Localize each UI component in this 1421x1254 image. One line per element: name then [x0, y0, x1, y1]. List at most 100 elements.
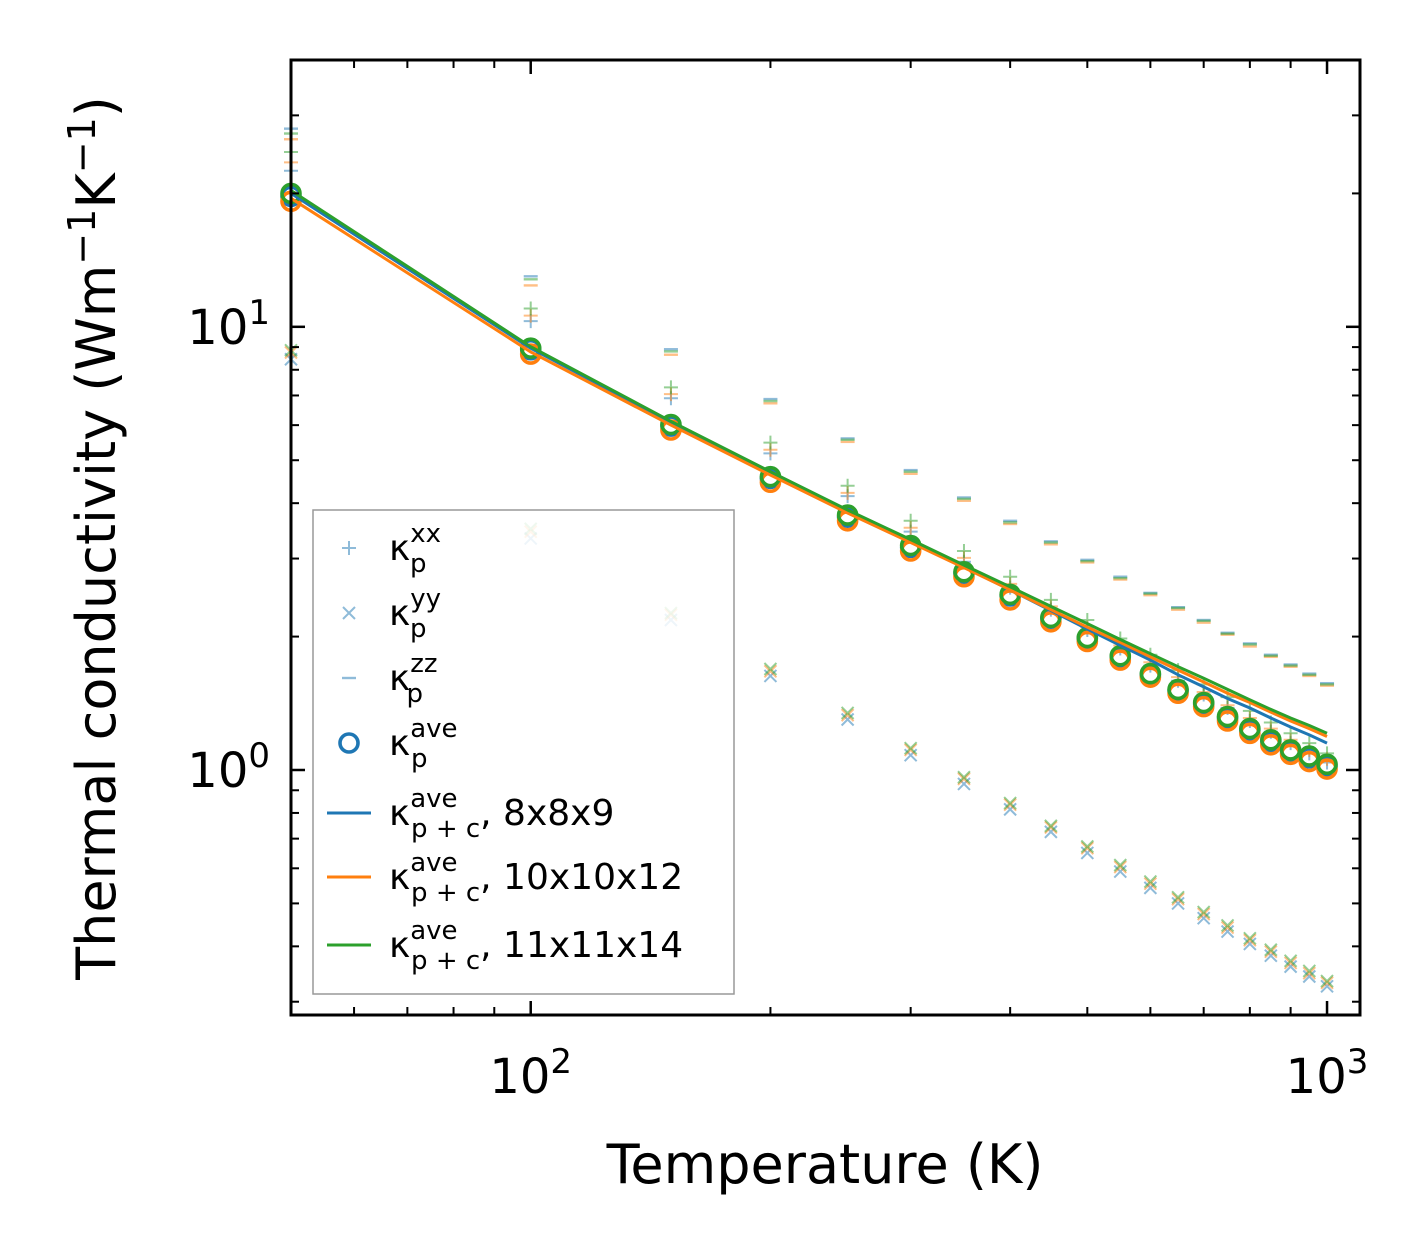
kappa_p_yy-point-10x10x12-250K: [840, 708, 855, 722]
y-tick-label: 100: [187, 736, 270, 799]
kappa_p_yy-point-11x11x14-700K: [1196, 905, 1211, 919]
legend-marker-circle: [338, 732, 360, 754]
legend-label: κyy p: [389, 584, 441, 644]
kappa_p_xx-point-11x11x14-250K: [840, 478, 855, 493]
kappa_p_yy-point-10x10x12-600K: [1143, 876, 1158, 891]
legend-marker-plus: [342, 541, 356, 555]
kappa_p_yy-point-10x10x12-900K: [1283, 956, 1298, 970]
legend-subscript: p: [410, 614, 427, 644]
kappa_p_yy-point-11x11x14-550K: [1113, 858, 1127, 872]
series-kappa_p_ave-11x11x14: [280, 182, 1338, 776]
plot-frame: [289, 58, 1362, 1017]
kappa_p_yy-point-11x11x14-400K: [1003, 796, 1017, 810]
legend-entry-2: κyy p: [342, 584, 441, 644]
kappa_p_yy-point-8x8x9-250K: [840, 712, 855, 727]
legend-symbol: κ: [389, 528, 410, 569]
legend-entry-6: κave p + c, 10x10x12: [327, 848, 683, 908]
kappa_p_ave-point-11x11x14-700K: [1192, 691, 1215, 714]
kappa_p_yy-point-11x11x14-750K: [1220, 918, 1235, 933]
kappa_p_yy-point-8x8x9-700K: [1196, 911, 1211, 925]
kappa_p_yy-point-10x10x12-200K: [763, 664, 778, 678]
kappa_pc_ave-line-10x10x12: [290, 197, 1328, 738]
legend-symbol: κ: [389, 793, 410, 834]
legend-label: κave p + c, 11x11x14: [389, 916, 683, 976]
legend-tail: , 10x10x12: [480, 857, 683, 898]
kappa_p_yy-point-8x8x9-850K: [1264, 949, 1278, 963]
kappa_p_ave-point-11x11x14-600K: [1139, 662, 1162, 685]
x-tick-label-base: 10: [489, 1049, 550, 1105]
kappa_p_yy-point-8x8x9-400K: [1003, 802, 1017, 817]
y-axis-label-mid: K: [65, 172, 128, 209]
kappa_p_yy-point-8x8x9-1000K: [1320, 979, 1334, 994]
kappa_p_xx-point-11x11x14-900K: [1283, 726, 1298, 741]
y-axis-label-sup2: −1: [60, 117, 104, 173]
kappa_p_yy-point-10x10x12-750K: [1220, 920, 1235, 935]
legend-symbol: κ: [389, 723, 410, 764]
legend-symbol: κ: [389, 658, 410, 699]
legend-superscript: ave: [410, 714, 457, 744]
kappa_p_ave-point-11x11x14-750K: [1216, 705, 1239, 728]
kappa_p_yy-point-8x8x9-950K: [1302, 969, 1317, 984]
legend-tail: , 11x11x14: [480, 925, 683, 966]
legend-superscript: yy: [410, 584, 441, 614]
plot-marks: [280, 127, 1338, 994]
kappa_p_yy-point-8x8x9-750K: [1220, 924, 1235, 939]
kappa_p_yy-point-10x10x12-700K: [1196, 907, 1211, 921]
kappa_p_xx-point-11x11x14-300K: [903, 513, 918, 528]
legend-subscript: p: [411, 744, 428, 774]
kappa_p_yy-point-10x10x12-950K: [1302, 966, 1317, 980]
legend-label: κzz p: [389, 649, 438, 709]
x-tick-label-exp: 2: [550, 1042, 572, 1082]
kappa_p_yy-point-11x11x14-900K: [1283, 954, 1298, 968]
kappa_p_ave-point-11x11x14-950K: [1298, 745, 1321, 767]
x-tick-label-exp: 3: [1347, 1042, 1369, 1082]
x-axis-label: Temperature (K): [606, 1133, 1044, 1196]
kappa_p_yy-point-8x8x9-450K: [1044, 825, 1058, 839]
kappa_p_yy-point-10x10x12-550K: [1113, 860, 1127, 874]
kappa_p_yy-point-8x8x9-900K: [1283, 959, 1298, 974]
kappa_p_xx-point-11x11x14-450K: [1043, 592, 1058, 607]
kappa_pc_ave-line-11x11x14: [290, 189, 1328, 735]
kappa_p_yy-point-10x10x12-400K: [1003, 797, 1017, 812]
y-tick-label-exp: 1: [248, 293, 270, 333]
legend-symbol: κ: [389, 593, 410, 634]
x-tick-label: 102: [489, 1042, 572, 1105]
legend-superscript: ave: [410, 916, 457, 946]
y-axis-label-main: Thermal conductivity (Wm: [65, 265, 128, 981]
kappa_p_yy-point-10x10x12-500K: [1080, 841, 1095, 855]
kappa_p_yy-point-8x8x9-800K: [1243, 937, 1257, 951]
legend-label: κxx p: [389, 519, 441, 579]
x-tick-label: 103: [1286, 1042, 1369, 1105]
legend-entry-1: κxx p: [342, 519, 441, 579]
legend-symbol: κ: [389, 857, 410, 898]
kappa_p_yy-point-10x10x12-650K: [1171, 892, 1185, 906]
y-tick-label-base: 10: [187, 300, 248, 356]
kappa_p_yy-point-8x8x9-600K: [1143, 881, 1158, 895]
y-tick-label-base: 10: [187, 743, 248, 799]
kappa_p_xx-point-11x11x14-150K: [663, 380, 678, 395]
kappa_p_ave-point-11x11x14-100K: [519, 337, 542, 359]
kappa_p_yy-point-11x11x14-200K: [763, 662, 778, 676]
legend-entry-4: κave p: [338, 714, 458, 774]
legend-symbol: κ: [389, 925, 410, 966]
kappa_p_yy-point-8x8x9-650K: [1171, 896, 1185, 911]
legend-tail: , 8x8x9: [480, 793, 614, 834]
legend-label: κave p: [389, 714, 458, 774]
kappa_p_yy-point-11x11x14-500K: [1080, 839, 1095, 854]
kappa_p_xx-point-11x11x14-400K: [1003, 569, 1018, 584]
kappa_p_xx-point-11x11x14-350K: [956, 543, 971, 558]
kappa_p_yy-point-11x11x14-950K: [1302, 964, 1317, 978]
kappa_p_yy-point-11x11x14-1000K: [1320, 974, 1334, 988]
legend-superscript: ave: [410, 784, 457, 814]
kappa_p_yy-point-11x11x14-250K: [840, 706, 855, 720]
kappa_p_ave-point-11x11x14-800K: [1239, 717, 1261, 740]
legend-superscript: ave: [410, 848, 457, 878]
legend-entry-7: κave p + c, 11x11x14: [327, 916, 683, 976]
kappa_p_yy-point-11x11x14-300K: [903, 741, 918, 755]
y-axis-label-end: ): [65, 96, 128, 117]
legend-subscript: p: [410, 549, 427, 579]
legend-subscript: p: [407, 679, 424, 709]
y-axis-label: Thermal conductivity (Wm−1K−1): [60, 96, 128, 981]
